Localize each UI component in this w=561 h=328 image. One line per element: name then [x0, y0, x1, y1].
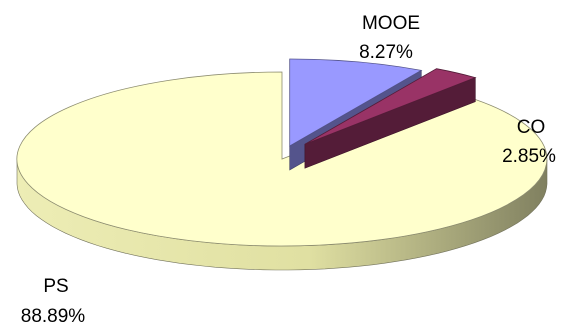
- slice-label-co-value: 2.85%: [502, 146, 556, 167]
- slice-label-mooe-value: 8.27%: [359, 42, 413, 63]
- pie-labels: MOOE 8.27% CO 2.85% PS 88.89%: [21, 13, 556, 327]
- slice-co-top: [304, 68, 477, 145]
- slice-label-ps-name: PS: [43, 276, 68, 297]
- pie-slices: [16, 58, 548, 271]
- slice-co: [304, 68, 477, 169]
- slice-label-ps-value: 88.89%: [21, 306, 86, 327]
- slice-label-co-name: CO: [517, 117, 546, 138]
- slice-mooe-top: [289, 58, 423, 147]
- slice-label-mooe-name: MOOE: [362, 13, 420, 34]
